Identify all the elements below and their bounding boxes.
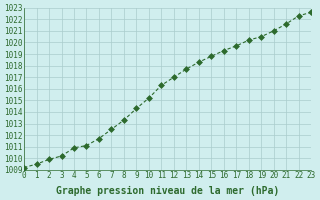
X-axis label: Graphe pression niveau de la mer (hPa): Graphe pression niveau de la mer (hPa) [56,186,279,196]
